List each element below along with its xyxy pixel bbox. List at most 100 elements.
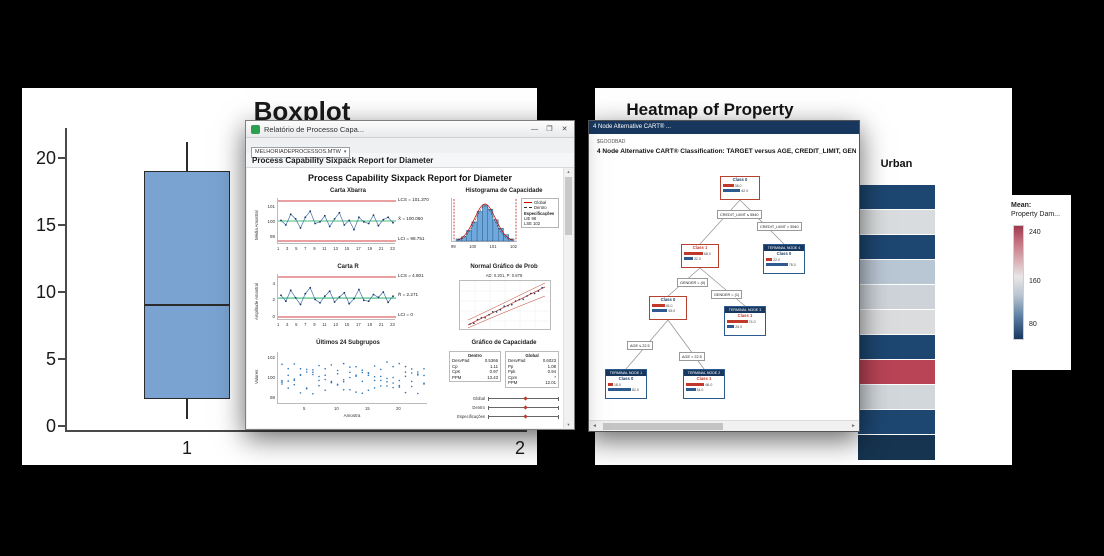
y-tick-label: 0 (45, 416, 56, 436)
scroll-down-icon[interactable]: ▼ (566, 422, 571, 427)
cart-horizontal-scrollbar[interactable]: ◄ ► (589, 420, 859, 431)
y-tick-label: 101 (267, 203, 275, 209)
stat-row: CpK 0.97 (452, 369, 498, 374)
y-tick-mark (58, 425, 65, 427)
r-limit-labels: LCS = 4.801 R̄ = 2.271 LCI = 0 (398, 273, 443, 320)
class-distribution-row: 26.0 (725, 324, 765, 329)
lcl-label: LCI = 0 (398, 312, 413, 317)
y-tick-label: 99 (269, 234, 275, 240)
last-subgroups-chart: Últimos 24 Subgrupos Valores 102 100 98 5 1… (253, 340, 443, 424)
scroll-right-icon[interactable]: ► (851, 423, 856, 429)
y-tick-label: 98 (269, 395, 275, 400)
boxplot-upper-whisker (186, 141, 188, 172)
lcl-label: LCI = 98.751 (398, 236, 425, 241)
y-tick-label: 5 (45, 349, 56, 369)
cart-tree-window: 4 Node Alternative CART® ... $GOODBAD 4 … (588, 120, 860, 432)
legend-subtitle: Property Dam... (1011, 211, 1061, 218)
close-button[interactable]: ✕ (561, 126, 568, 133)
y-tick-label: 4 (272, 280, 275, 286)
boxplot-lower-whisker (186, 399, 188, 420)
y-tick-label: 100 (267, 218, 275, 224)
terminal-node-band: TERMINAL NODE 1 (606, 370, 646, 376)
class-distribution-row: 22.0 (764, 257, 804, 262)
class-distribution-row: 62.0 (721, 188, 759, 193)
terminal-node[interactable]: TERMINAL NODE 3 Class 1 74.0 26.0 (724, 306, 766, 336)
dentro-line-swatch (524, 207, 532, 208)
heatmap-cell (858, 310, 935, 335)
scrollbar-thumb[interactable] (603, 423, 723, 430)
boxplot-chart: 0 5 10 15 20 1 2 (22, 88, 537, 465)
split-rule-label: AGE ≤ 22.5 (627, 341, 653, 350)
r-chart: Carta R Amplitude Amostral 4 2 0 LCS = 4.8… (253, 264, 443, 338)
node-class-label: Class 0 (660, 297, 676, 302)
minitab-titlebar[interactable]: Relatório de Processo Capa... — ❐ ✕ (246, 121, 574, 138)
legend-tick-label: 160 (1029, 278, 1041, 285)
sixpack-title: Process Capability Sixpack Report for Di… (307, 173, 513, 183)
subgroups-y-ticks: 102 100 98 (261, 352, 275, 404)
x-category-label: 1 (181, 438, 192, 458)
cart-tree-diagram: Class 0 38.0 62.0 Class 1 68.0 32.0 TERMINAL N… (589, 164, 859, 422)
stat-row: Cp 1.11 (452, 363, 498, 369)
terminal-node[interactable]: TERMINAL NODE 4 Class 0 22.0 78.0 (763, 244, 805, 274)
y-tick-mark (58, 224, 65, 226)
heatmap-cell (858, 335, 935, 360)
minitab-window-title: Relatório de Processo Capa... (264, 124, 365, 134)
center-label: X̄ = 100.060 (398, 216, 423, 221)
y-tick-mark (58, 291, 65, 293)
cart-window-titlebar[interactable]: 4 Node Alternative CART® ... (589, 121, 859, 134)
split-rule-label: AGE > 22.5 (679, 352, 705, 361)
capability-interval-row: Dentro (449, 403, 559, 412)
heatmap-cell (858, 435, 935, 460)
xbar-x-ticks: 1 3 5 7 9 11 13 15 17 19 21 23 (277, 246, 395, 251)
class-distribution-row: 18.0 (606, 382, 646, 387)
y-tick-label: 0 (272, 314, 275, 319)
xbar-plot (277, 198, 396, 244)
vertical-scrollbar[interactable]: ▲ ▼ (563, 168, 573, 428)
scroll-up-icon[interactable]: ▲ (566, 169, 571, 174)
tree-node[interactable]: Class 0 45.0 55.0 (649, 296, 687, 320)
center-label: R̄ = 2.271 (398, 292, 419, 297)
tree-node[interactable]: Class 1 68.0 32.0 (681, 244, 719, 268)
y-tick-label: 20 (35, 148, 56, 168)
chevron-down-icon: ▾ (343, 149, 347, 155)
x-tick-label: 20 (396, 406, 401, 411)
boxplot-x-axis (65, 430, 527, 432)
r-y-axis-label: Amplitude Amostral (254, 282, 259, 320)
legend-dentro-label: Dentro (534, 205, 547, 210)
legend-title: Mean: (1011, 202, 1032, 209)
cart-output-variable: $GOODBAD (597, 139, 626, 145)
class-distribution-row: 38.0 (721, 183, 759, 188)
report-canvas: Process Capability Sixpack Report for Di… (247, 168, 573, 428)
heatmap-cell (858, 185, 935, 210)
xbar-y-ticks: 101 100 99 (261, 198, 275, 244)
capability-intervals: Global Dentro Especificações (449, 394, 559, 421)
color-scale-bar (1013, 225, 1024, 340)
subgroups-x-axis-label: Amostra (343, 413, 361, 418)
terminal-node[interactable]: TERMINAL NODE 1 Class 0 18.0 82.0 (605, 369, 647, 399)
y-tick-mark (58, 157, 65, 159)
scroll-left-icon[interactable]: ◄ (592, 423, 597, 429)
tree-node[interactable]: Class 0 38.0 62.0 (720, 176, 760, 200)
class-distribution-row: 55.0 (650, 308, 686, 313)
histogram-x-ticks: 99 100 101 102 (451, 244, 517, 249)
stat-row: PPM 13.43 (452, 374, 498, 380)
stat-row: Ppk 0.94 (508, 369, 556, 374)
heatmap-legend: Mean: Property Dam... 240 160 80 (1005, 195, 1071, 370)
ucl-label: LCS = 101.370 (398, 197, 429, 202)
minimize-button[interactable]: — (531, 125, 538, 133)
x-tick-label: 15 (365, 406, 370, 411)
maximize-button[interactable]: ❐ (546, 126, 553, 133)
heatmap-cell (858, 410, 935, 435)
y-tick-label: 100 (267, 375, 275, 380)
subgroups-plot (277, 352, 427, 404)
normal-probability-plot: Normal Gráfico de Prob AD: 0.201, P: 0.8… (447, 264, 561, 338)
heatmap-cell (858, 260, 935, 285)
scrollbar-thumb[interactable] (565, 177, 572, 235)
overall-stats-table: Global DesvPad 0.6023 Pp 1.08 Ppk 0.94 Cpm * PPM… (505, 351, 559, 388)
class-distribution-row: 78.0 (764, 262, 804, 267)
terminal-node[interactable]: TERMINAL NODE 2 Class 1 66.0 34.0 (683, 369, 725, 399)
heatmap-cell (858, 385, 935, 410)
y-tick-mark (58, 358, 65, 360)
terminal-node-band: TERMINAL NODE 4 (764, 245, 804, 251)
